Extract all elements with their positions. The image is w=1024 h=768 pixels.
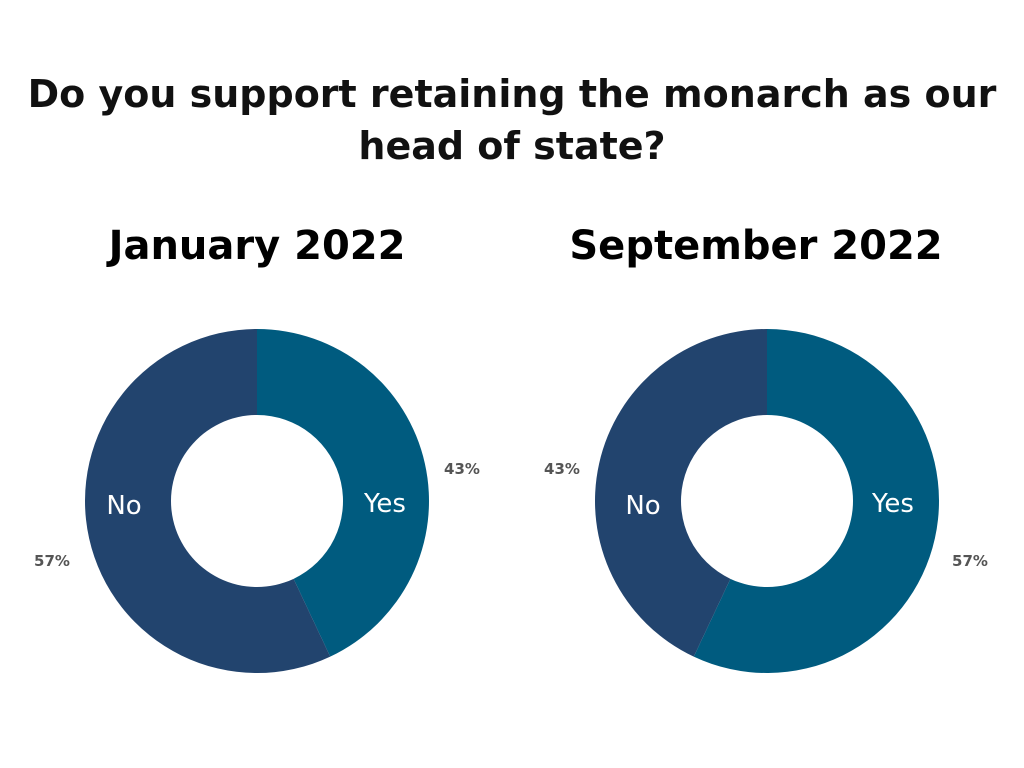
question-title: Do you support retaining the monarch as …: [0, 68, 1024, 172]
slice-yes-chart-2: [693, 329, 940, 673]
slice-label-no-chart-1: No: [106, 491, 141, 521]
value-label-yes-chart-1: 43%: [444, 460, 480, 478]
slice-label-no-chart-2: No: [625, 491, 660, 521]
value-label-yes-chart-2: 57%: [952, 552, 988, 570]
chart-title-january: January 2022: [108, 223, 406, 269]
value-label-no-chart-2: 43%: [544, 460, 580, 478]
question-line-2: head of state?: [358, 124, 666, 168]
slice-label-yes-chart-1: Yes: [363, 489, 406, 519]
question-line-1: Do you support retaining the monarch as …: [27, 72, 997, 116]
slice-yes-chart-1: [257, 329, 429, 657]
slice-no-chart-1: [85, 329, 331, 673]
chart-title-september: September 2022: [569, 223, 943, 269]
value-label-no-chart-1: 57%: [34, 552, 70, 570]
slice-no-chart-2: [595, 329, 767, 657]
slice-label-yes-chart-2: Yes: [871, 489, 914, 519]
